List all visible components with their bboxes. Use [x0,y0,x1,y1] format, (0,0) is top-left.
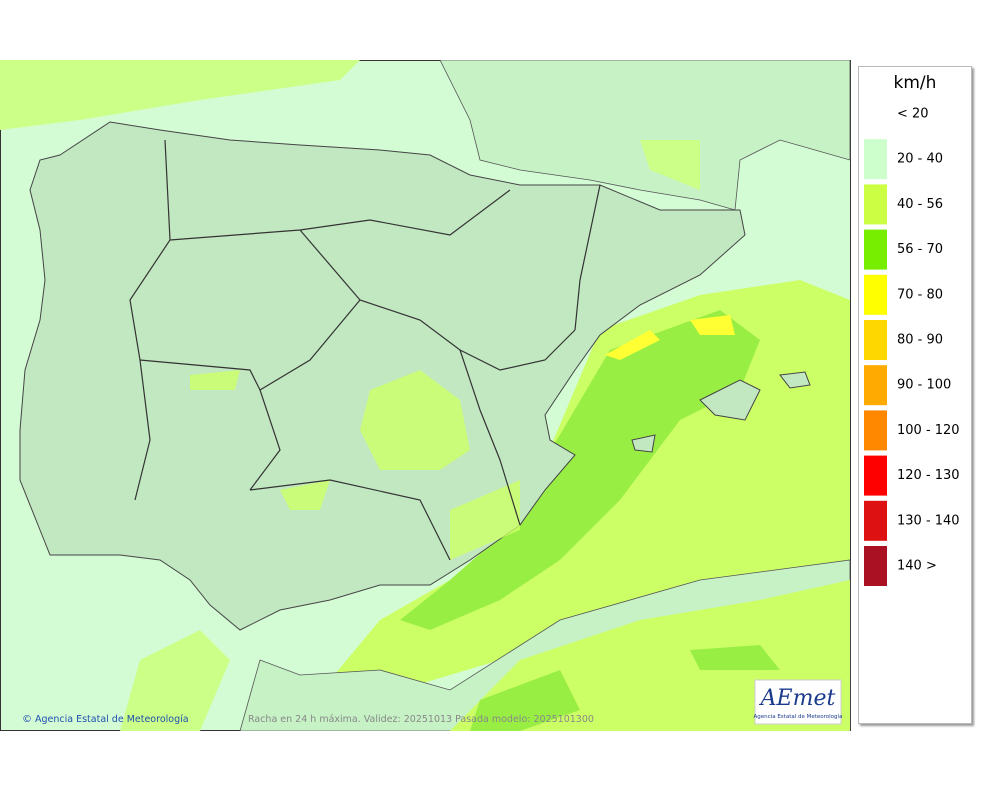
legend-swatch [864,455,887,496]
wind-zone [190,370,240,390]
legend-label: 56 - 70 [897,242,943,257]
legend-swatch [864,320,887,360]
wind-zone [690,645,780,670]
caption: Racha en 24 h máxima. Validez: 20251013 … [248,714,594,725]
legend-label: 20 - 40 [897,152,943,167]
wind-zone [690,315,735,335]
legend-label: 70 - 80 [897,287,943,302]
legend-swatch [864,546,887,586]
legend-swatch [864,274,887,315]
legend-swatch [864,500,887,541]
legend-swatch [864,184,887,225]
legend-label: 100 - 120 [897,423,960,438]
wind-zone [120,630,230,731]
credit: Agencia Estatal de Meteorología [35,714,189,725]
legend-swatch [864,410,887,451]
land-island [631,434,656,453]
legend-swatch [864,229,887,270]
wind-zone [605,330,660,360]
legend-label: 90 - 100 [897,378,951,393]
wind-zone [400,310,760,630]
legend-label: < 20 [897,107,929,122]
copyright-icon: © [22,714,32,725]
wind-zone [450,480,520,560]
region-borders [129,139,601,561]
wind-zone [640,140,700,190]
land-france [439,60,851,211]
legend: km/h < 20 20 - 40 40 - 56 56 - 70 70 - 80 80 … [858,66,972,724]
legend-swatch [864,139,887,180]
legend-label: 40 - 56 [897,197,943,212]
logo: AEmet [759,686,836,711]
logo-subtitle: Agencia Estatal de Meteorología [754,713,843,720]
wind-zone [470,670,580,731]
logo-box [754,679,842,725]
legend-label: 130 - 140 [897,513,960,528]
legend-swatch [864,365,887,406]
legend-graphic: km/h < 20 20 - 40 40 - 56 56 - 70 70 - 80 80 … [864,73,960,586]
wind-zone [280,480,330,510]
land-island [699,379,761,421]
wind-zone [0,60,360,130]
legend-label: 120 - 130 [897,468,960,483]
legend-label: 80 - 90 [897,333,943,348]
land-island [779,371,811,389]
map: AEmet Agencia Estatal de Meteorología © … [0,60,851,731]
legend-label: 140 > [897,559,937,574]
legend-unit: km/h [894,73,937,93]
wind-zone [360,370,470,470]
